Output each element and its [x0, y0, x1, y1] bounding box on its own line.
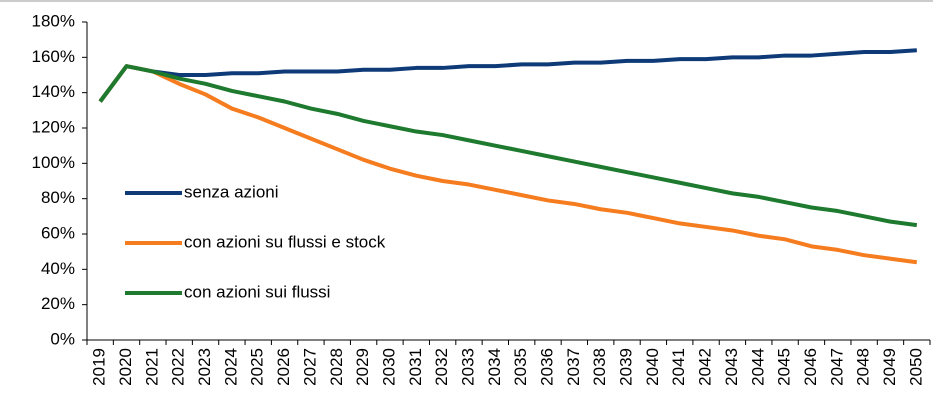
x-tick-label: 2023 — [195, 348, 214, 386]
x-tick-label: 2024 — [221, 348, 240, 386]
x-tick-label: 2031 — [406, 348, 425, 386]
x-tick-label: 2042 — [696, 348, 715, 386]
x-tick-label: 2041 — [669, 348, 688, 386]
y-tick-label: 180% — [32, 11, 75, 30]
legend-label: con azioni sui flussi — [184, 282, 330, 301]
y-tick-label: 160% — [32, 47, 75, 66]
x-tick-label: 2034 — [485, 348, 504, 386]
y-tick-label: 60% — [41, 223, 75, 242]
x-tick-label: 2025 — [248, 348, 267, 386]
x-tick-label: 2049 — [880, 348, 899, 386]
y-tick-label: 40% — [41, 259, 75, 278]
x-tick-label: 2039 — [617, 348, 636, 386]
x-tick-label: 2020 — [116, 348, 135, 386]
y-tick-label: 120% — [32, 117, 75, 136]
x-tick-label: 2033 — [458, 348, 477, 386]
x-tick-label: 2032 — [432, 348, 451, 386]
y-tick-label: 20% — [41, 294, 75, 313]
x-tick-label: 2028 — [327, 348, 346, 386]
x-tick-label: 2046 — [801, 348, 820, 386]
x-tick-label: 2022 — [169, 348, 188, 386]
series-line — [98, 64, 918, 265]
x-tick-label: 2021 — [142, 348, 161, 386]
x-tick-label: 2043 — [722, 348, 741, 386]
x-tick-label: 2050 — [906, 348, 925, 386]
series-line — [98, 48, 917, 103]
x-tick-label: 2026 — [274, 348, 293, 386]
x-tick-label: 2045 — [775, 348, 794, 386]
y-tick-label: 100% — [32, 153, 75, 172]
x-tick-label: 2048 — [854, 348, 873, 386]
x-tick-label: 2029 — [353, 348, 372, 386]
series-line — [98, 64, 918, 228]
x-tick-label: 2038 — [590, 348, 609, 386]
y-tick-label: 140% — [32, 82, 75, 101]
y-tick-label: 0% — [50, 329, 75, 348]
x-tick-label: 2027 — [300, 348, 319, 386]
x-tick-label: 2047 — [827, 348, 846, 386]
x-tick-label: 2019 — [90, 348, 109, 386]
x-tick-label: 2044 — [748, 348, 767, 386]
legend-label: senza azioni — [184, 182, 279, 201]
legend-label: con azioni su flussi e stock — [184, 232, 386, 251]
x-tick-label: 2036 — [538, 348, 557, 386]
x-tick-label: 2030 — [379, 348, 398, 386]
y-tick-label: 80% — [41, 188, 75, 207]
x-tick-label: 2040 — [643, 348, 662, 386]
x-tick-label: 2037 — [564, 348, 583, 386]
x-tick-label: 2035 — [511, 348, 530, 386]
